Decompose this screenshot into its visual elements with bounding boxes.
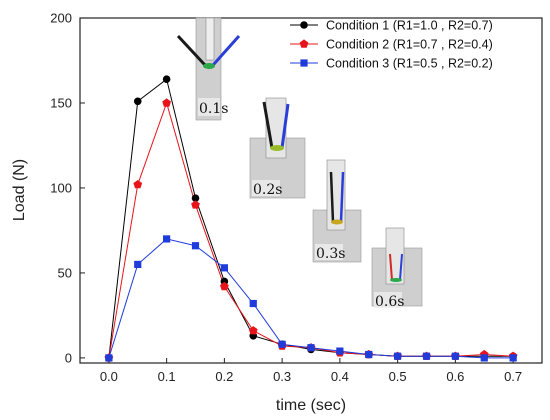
data-point-series-2 [191, 200, 200, 209]
legend-marker-3 [300, 59, 308, 67]
data-point-series-3 [394, 352, 402, 360]
data-point-series-3 [307, 344, 315, 352]
data-point-series-2 [162, 98, 171, 107]
data-point-series-3 [509, 354, 517, 362]
y-tick-label: 150 [50, 95, 72, 110]
inset-snapshot-1: 0.1s [176, 17, 241, 121]
y-tick-label: 50 [58, 265, 72, 280]
data-point-series-3 [220, 264, 228, 272]
legend: Condition 1 (R1=1.0 , R2=0.7) Condition 2… [290, 19, 493, 71]
series-lines [108, 78, 514, 359]
data-point-series-3 [422, 352, 431, 360]
y-tick-label: 200 [50, 11, 72, 26]
inset-label-1: 0.1s [199, 101, 228, 117]
series-line-3 [108, 238, 514, 359]
data-point-series-3 [451, 352, 459, 360]
legend-label-2: Condition 2 (R1=0.7 , R2=0.4) [326, 38, 493, 52]
data-point-series-1 [133, 97, 142, 106]
x-axis-title: time (sec) [276, 397, 346, 414]
y-tick-label: 0 [65, 350, 72, 365]
data-point-series-3 [249, 299, 257, 308]
x-tick-label: 0.2 [215, 369, 233, 384]
data-point-series-3 [191, 242, 200, 250]
inset-snapshot-2: 0.2s [249, 97, 306, 199]
data-point-series-2 [220, 281, 229, 291]
x-tick-label: 0.0 [100, 369, 118, 384]
axis-ticks: 0.0 0.1 0.2 0.3 0.4 0.5 0.6 0.7 0 50 100 150 200 [50, 11, 522, 385]
inset-snapshot-3: 0.3s [312, 159, 362, 263]
legend-label-3: Condition 3 (R1=0.5 , R2=0.2) [326, 57, 493, 71]
x-tick-label: 0.7 [504, 369, 522, 384]
legend-label-1: Condition 1 (R1=1.0 , R2=0.7) [326, 19, 493, 33]
plot-frame [79, 17, 543, 364]
data-point-series-2 [133, 179, 143, 189]
y-axis-title: Load (N) [11, 159, 28, 221]
legend-marker-2 [299, 39, 309, 48]
series-line-2 [108, 101, 514, 358]
data-point-series-1 [191, 194, 200, 202]
data-point-series-3 [105, 354, 113, 362]
inset-label-4: 0.6s [375, 294, 404, 310]
data-point-series-3 [365, 350, 373, 359]
data-point-series-2 [248, 326, 258, 335]
x-tick-label: 0.1 [158, 369, 176, 384]
data-point-series-1 [162, 75, 171, 83]
data-point-series-3 [480, 354, 488, 362]
inset-label-3: 0.3s [316, 246, 345, 262]
x-tick-label: 0.4 [331, 369, 349, 384]
x-tick-label: 0.5 [389, 369, 407, 384]
data-point-series-3 [278, 340, 286, 348]
data-point-series-3 [134, 260, 142, 269]
data-point-series-3 [336, 347, 344, 355]
inset-label-2: 0.2s [253, 182, 282, 198]
x-tick-label: 0.6 [446, 369, 464, 384]
y-tick-label: 100 [50, 180, 72, 195]
inset-snapshot-4: 0.6s [371, 227, 423, 310]
series-markers [104, 75, 518, 362]
series-line-1 [108, 78, 514, 358]
x-tick-label: 0.3 [273, 369, 291, 384]
legend-marker-1 [300, 21, 308, 29]
data-point-series-3 [163, 235, 171, 243]
